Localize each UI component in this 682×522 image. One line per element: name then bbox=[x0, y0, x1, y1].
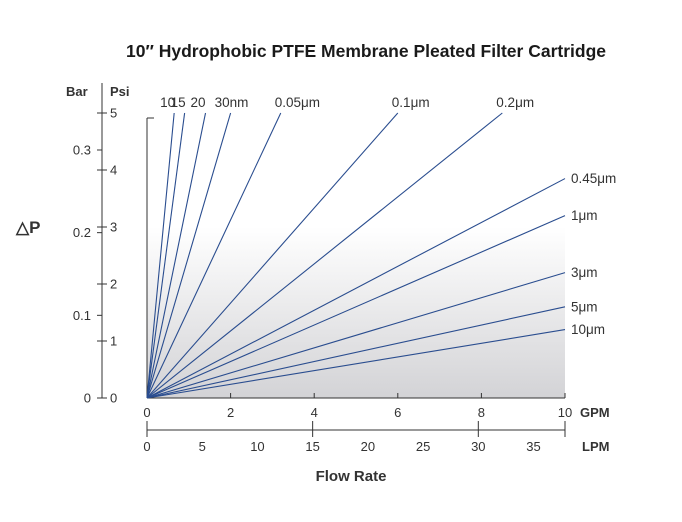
series-line bbox=[146, 329, 566, 399]
lpm-tick-label: 10 bbox=[250, 439, 264, 454]
psi-tick-label: 1 bbox=[110, 334, 117, 349]
lpm-ticks: 0 5 10 15 20 25 30 35 bbox=[143, 421, 566, 454]
series-label: 0.05μm bbox=[275, 95, 320, 110]
series-line bbox=[146, 272, 566, 399]
series-label: 10 bbox=[160, 95, 175, 110]
series-label: 3μm bbox=[571, 265, 598, 280]
series-line bbox=[146, 306, 566, 399]
bar-tick-label: 0 bbox=[84, 391, 91, 406]
series-line bbox=[146, 178, 566, 399]
series-label: 0.45μm bbox=[571, 171, 616, 186]
lpm-tick-label: 30 bbox=[471, 439, 485, 454]
bar-tick-label: 0.3 bbox=[73, 142, 91, 157]
gpm-tick-label: 4 bbox=[311, 405, 318, 420]
series-line bbox=[146, 112, 282, 399]
x-unit-gpm: GPM bbox=[580, 405, 610, 420]
lpm-tick-label: 35 bbox=[526, 439, 540, 454]
series-label: 5μm bbox=[571, 299, 598, 314]
series-line bbox=[146, 112, 399, 399]
psi-tick-label: 0 bbox=[110, 391, 117, 406]
series-line bbox=[146, 112, 175, 399]
series-label: 15 bbox=[171, 95, 186, 110]
psi-tick-label: 4 bbox=[110, 163, 117, 178]
gpm-tick-label: 8 bbox=[478, 405, 485, 420]
gpm-tick-label: 6 bbox=[394, 405, 401, 420]
series-line bbox=[146, 112, 232, 399]
gpm-tick-label: 0 bbox=[143, 405, 150, 420]
bar-tick-label: 0.1 bbox=[73, 308, 91, 323]
x-axis-title: Flow Rate bbox=[316, 468, 387, 485]
lpm-tick-label: 5 bbox=[199, 439, 206, 454]
bar-ticks: 0 0.1 0.2 0.3 bbox=[73, 142, 102, 406]
bar-tick-label: 0.2 bbox=[73, 225, 91, 240]
y-axis-title: △P bbox=[15, 218, 40, 237]
lpm-tick-label: 25 bbox=[416, 439, 430, 454]
series-label: 0.2μm bbox=[496, 95, 534, 110]
series-lines bbox=[146, 112, 566, 399]
series-line bbox=[146, 215, 566, 399]
psi-tick-label: 2 bbox=[110, 277, 117, 292]
chart-title: 10″ Hydrophobic PTFE Membrane Pleated Fi… bbox=[126, 41, 606, 61]
series-line bbox=[146, 112, 186, 399]
series-label: 20 bbox=[191, 95, 206, 110]
y-unit-psi: Psi bbox=[110, 84, 130, 99]
y-unit-bar: Bar bbox=[66, 84, 88, 99]
lpm-tick-label: 0 bbox=[143, 439, 150, 454]
plot-background bbox=[147, 113, 565, 398]
gpm-ticks: 0 2 4 6 8 10 bbox=[143, 393, 572, 420]
series-line bbox=[146, 112, 503, 399]
lpm-tick-label: 15 bbox=[305, 439, 319, 454]
series-label: 1μm bbox=[571, 208, 598, 223]
series-line bbox=[146, 112, 207, 399]
gpm-tick-label: 10 bbox=[558, 405, 572, 420]
psi-tick-label: 3 bbox=[110, 220, 117, 235]
lpm-tick-label: 20 bbox=[361, 439, 375, 454]
x-unit-lpm: LPM bbox=[582, 439, 609, 454]
axes bbox=[101, 83, 565, 431]
psi-tick-label: 5 bbox=[110, 106, 117, 121]
gpm-tick-label: 2 bbox=[227, 405, 234, 420]
series-label: 0.1μm bbox=[392, 95, 430, 110]
psi-ticks: 0 1 2 3 4 5 bbox=[97, 106, 117, 406]
series-label: 30nm bbox=[215, 95, 249, 110]
series-label: 10μm bbox=[571, 322, 605, 337]
